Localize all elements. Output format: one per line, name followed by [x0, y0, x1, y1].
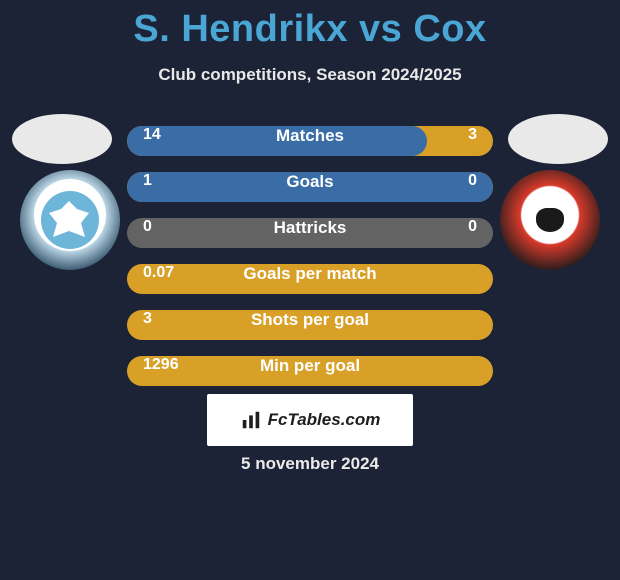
stat-bar: 14 3 Matches: [127, 126, 493, 156]
stat-label: Hattricks: [274, 218, 347, 238]
fctables-badge[interactable]: FcTables.com: [207, 394, 413, 446]
stat-value-left: 3: [143, 310, 152, 328]
stat-row: 14 3 Matches: [0, 118, 620, 164]
stat-row: 1 0 Goals: [0, 164, 620, 210]
stat-value-left: 1296: [143, 356, 179, 374]
stat-value-left: 14: [143, 126, 161, 144]
stat-row: 3 Shots per goal: [0, 302, 620, 348]
stat-bar: 0.07 Goals per match: [127, 264, 493, 294]
stat-bar: 3 Shots per goal: [127, 310, 493, 340]
stat-row: 0 0 Hattricks: [0, 210, 620, 256]
page-subtitle: Club competitions, Season 2024/2025: [0, 65, 620, 85]
stat-bar: 0 0 Hattricks: [127, 218, 493, 248]
stats-table: 14 3 Matches 1 0 Goals 0 0 Hattricks 0.07 Goals pe…: [0, 118, 620, 394]
stat-label: Goals per match: [243, 264, 376, 284]
stat-label: Matches: [276, 126, 344, 146]
bar-chart-icon: [240, 409, 262, 431]
stat-label: Shots per goal: [251, 310, 369, 330]
infographic-date: 5 november 2024: [0, 454, 620, 474]
stat-label: Min per goal: [260, 356, 360, 376]
stat-row: 1296 Min per goal: [0, 348, 620, 394]
page-title: S. Hendrikx vs Cox: [0, 0, 620, 51]
stat-value-right: 3: [468, 126, 477, 144]
stat-bar: 1 0 Goals: [127, 172, 493, 202]
stat-value-right: 0: [468, 172, 477, 190]
stat-value-right: 0: [468, 218, 477, 236]
stat-value-left: 0: [143, 218, 152, 236]
stat-value-left: 0.07: [143, 264, 174, 282]
badge-text: FcTables.com: [268, 410, 381, 430]
stat-bar: 1296 Min per goal: [127, 356, 493, 386]
stat-row: 0.07 Goals per match: [0, 256, 620, 302]
stat-value-left: 1: [143, 172, 152, 190]
stat-label: Goals: [286, 172, 333, 192]
